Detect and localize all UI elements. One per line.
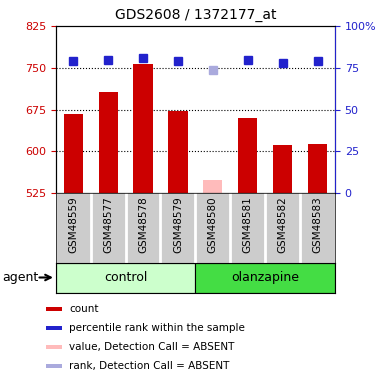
Text: control: control: [104, 271, 147, 284]
Text: count: count: [69, 304, 99, 314]
Text: agent: agent: [2, 271, 38, 284]
Bar: [238, 118, 257, 193]
Text: rank, Detection Call = ABSENT: rank, Detection Call = ABSENT: [69, 361, 230, 371]
Bar: [273, 145, 292, 193]
Text: olanzapine: olanzapine: [231, 271, 299, 284]
Text: GSM48581: GSM48581: [243, 196, 253, 254]
Text: GSM48579: GSM48579: [173, 196, 183, 254]
Bar: [308, 144, 327, 193]
Text: GSM48583: GSM48583: [313, 196, 323, 254]
Bar: [203, 180, 223, 193]
FancyBboxPatch shape: [45, 345, 62, 349]
Bar: [56, 262, 195, 292]
Bar: [134, 64, 152, 193]
Bar: [168, 111, 187, 193]
FancyBboxPatch shape: [45, 307, 62, 311]
Text: GSM48559: GSM48559: [68, 196, 78, 254]
Bar: [99, 93, 118, 193]
Bar: [64, 114, 83, 193]
Text: GSM48582: GSM48582: [278, 196, 288, 254]
Title: GDS2608 / 1372177_at: GDS2608 / 1372177_at: [115, 9, 276, 22]
Text: GSM48580: GSM48580: [208, 196, 218, 253]
Text: value, Detection Call = ABSENT: value, Detection Call = ABSENT: [69, 342, 235, 352]
Text: percentile rank within the sample: percentile rank within the sample: [69, 323, 245, 333]
Bar: [195, 262, 335, 292]
Text: GSM48578: GSM48578: [138, 196, 148, 254]
FancyBboxPatch shape: [45, 364, 62, 368]
FancyBboxPatch shape: [45, 326, 62, 330]
Text: GSM48577: GSM48577: [103, 196, 113, 254]
